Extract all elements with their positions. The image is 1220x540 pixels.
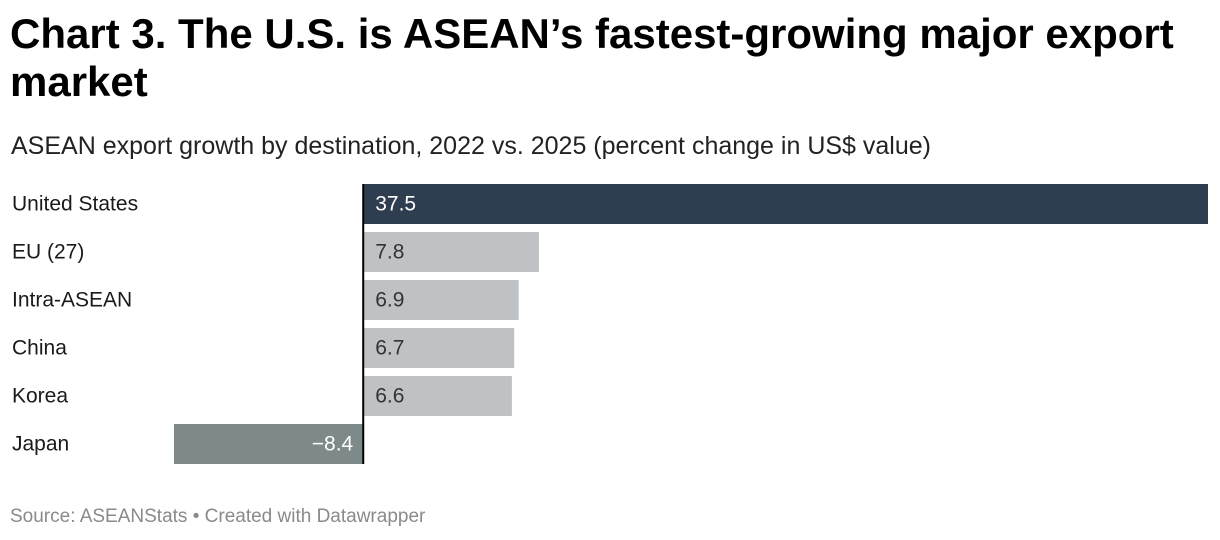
value-label: 6.6 [375, 385, 404, 408]
value-label: 6.9 [375, 289, 404, 312]
chart-title: Chart 3. The U.S. is ASEAN’s fastest-gro… [10, 10, 1174, 105]
category-label: United States [12, 193, 138, 216]
bar [363, 184, 1208, 224]
credit-text: Created with Datawrapper [204, 506, 426, 527]
source-text: Source: ASEANStats [10, 506, 188, 527]
category-label: Japan [12, 433, 69, 456]
separator-dot: • [192, 506, 200, 527]
bar [363, 376, 512, 416]
bar [363, 328, 515, 368]
bar [174, 424, 364, 464]
value-label: 6.7 [375, 337, 404, 360]
value-label: −8.4 [312, 433, 354, 456]
bar-chart-svg: United States 37.5 EU (27) 7.8 Intra-ASEAN 6.… [12, 184, 1208, 464]
category-label: China [12, 337, 67, 360]
bar [363, 280, 519, 320]
category-label: Intra-ASEAN [12, 289, 132, 312]
source-note: Source: ASEANStats • Created with Datawr… [10, 504, 425, 530]
value-label: 37.5 [375, 193, 416, 216]
chart-subtitle: ASEAN export growth by destination, 2022… [11, 132, 931, 160]
bar [363, 232, 539, 272]
category-label: Korea [12, 385, 68, 408]
category-label: EU (27) [12, 241, 84, 264]
value-label: 7.8 [375, 241, 404, 264]
bar-chart: United States 37.5 EU (27) 7.8 Intra-ASEAN 6.… [0, 180, 1220, 472]
